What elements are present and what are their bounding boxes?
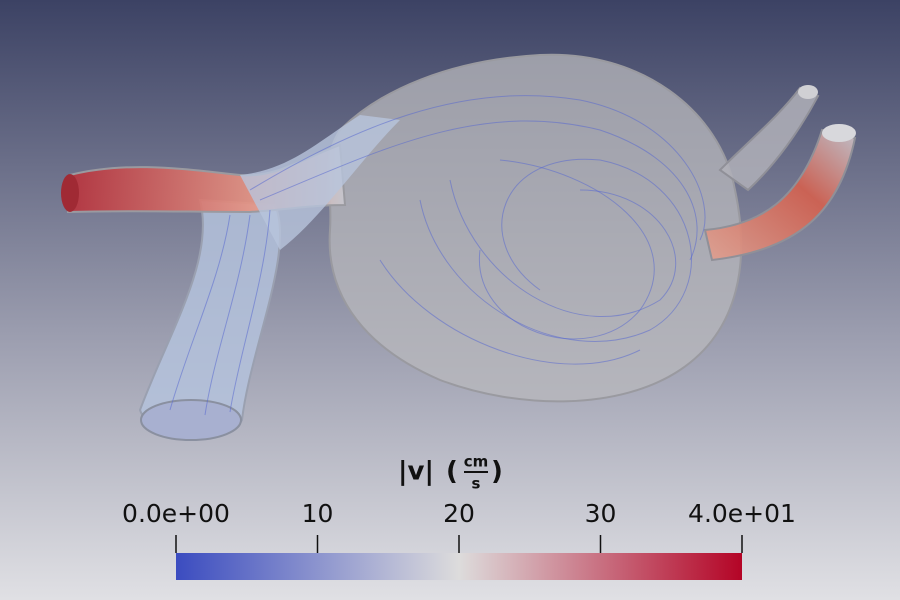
tick-label: 0.0e+00 (122, 499, 230, 528)
color-bar (176, 553, 742, 580)
tick-label: 30 (585, 499, 617, 528)
legend-symbol: |v| (398, 457, 434, 487)
color-legend: |v| ( cm s ) 0.0e+00 10 20 30 4.0e+01 (122, 453, 796, 580)
tick-label: 4.0e+01 (688, 499, 796, 528)
legend-unit-numerator: cm (464, 453, 489, 471)
legend-unit-denominator: s (472, 475, 481, 493)
tick-label: 20 (443, 499, 475, 528)
vessel-model (61, 53, 857, 441)
tick-label: 10 (302, 499, 334, 528)
legend-paren-close: ) (491, 457, 503, 487)
legend-paren-open: ( (446, 457, 458, 487)
